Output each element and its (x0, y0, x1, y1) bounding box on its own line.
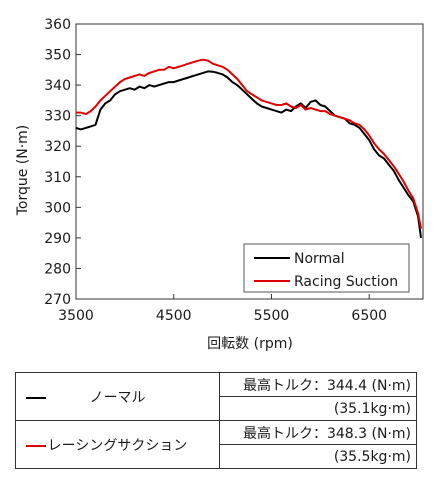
y-tick-label: 280 (44, 261, 71, 277)
spec-row-racing: レーシングサクション 最高トルク：348.3 (N·m) (15, 420, 417, 469)
series-line-racing (76, 58, 422, 229)
y-tick-label: 290 (44, 231, 71, 247)
spec-row-racing-kg: (35.5kg·m) (16, 444, 417, 469)
y-tick-label: 320 (44, 139, 71, 155)
legend-label-normal: Normal (294, 251, 345, 267)
legend-box (243, 243, 410, 293)
y-tick-label: 270 (44, 292, 71, 308)
spec-torque-racing: 最高トルク：348.3 (N·m) (219, 420, 417, 445)
spec-name-normal: ノーマル (15, 372, 220, 421)
x-axis-title: 回転数 (rpm) (207, 336, 293, 352)
spec-kg-racing: (35.5kg·m) (219, 444, 417, 469)
y-tick-label: 330 (44, 109, 71, 125)
spec-swatch-racing (26, 445, 46, 447)
legend: Normal Racing Suction (243, 243, 410, 293)
spec-kg-normal: (35.1kg·m) (219, 396, 417, 421)
spec-row-normal: ノーマル 最高トルク：344.4 (N·m) (15, 372, 417, 421)
y-tick-label: 310 (44, 170, 71, 186)
x-axis-ticks: 3500 4500 5500 6500 (58, 294, 387, 324)
spec-name-racing: レーシングサクション (15, 420, 220, 469)
x-tick-label: 4500 (156, 308, 192, 324)
spec-name-racing-label: レーシングサクション (47, 437, 188, 454)
spec-swatch-normal (26, 397, 46, 399)
x-tick-label: 5500 (254, 308, 290, 324)
spec-row-normal-kg: (35.1kg·m) (16, 396, 417, 421)
y-tick-label: 360 (44, 17, 71, 33)
spec-name-normal-label: ノーマル (89, 389, 146, 406)
plot-frame (75, 23, 424, 300)
y-tick-label: 300 (44, 200, 71, 216)
series-layer (75, 58, 422, 239)
series-line-normal (75, 70, 422, 239)
y-axis-ticks: 270 280 290 300 310 320 330 340 350 360 (44, 17, 81, 308)
x-tick-label: 3500 (58, 308, 94, 324)
x-tick-label: 6500 (351, 308, 387, 324)
y-tick-label: 350 (44, 48, 71, 64)
torque-chart: 270 280 290 300 310 320 330 340 350 360 3500 4500 5… (15, 17, 424, 352)
spec-torque-normal: 最高トルク：344.4 (N·m) (219, 372, 417, 397)
spec-table: ノーマル 最高トルク：344.4 (N·m) (35.1kg·m) レーシングサ… (15, 372, 417, 469)
legend-label-racing: Racing Suction (294, 274, 398, 290)
y-tick-label: 340 (44, 78, 71, 94)
y-axis-title: Torque (N·m) (15, 125, 31, 217)
